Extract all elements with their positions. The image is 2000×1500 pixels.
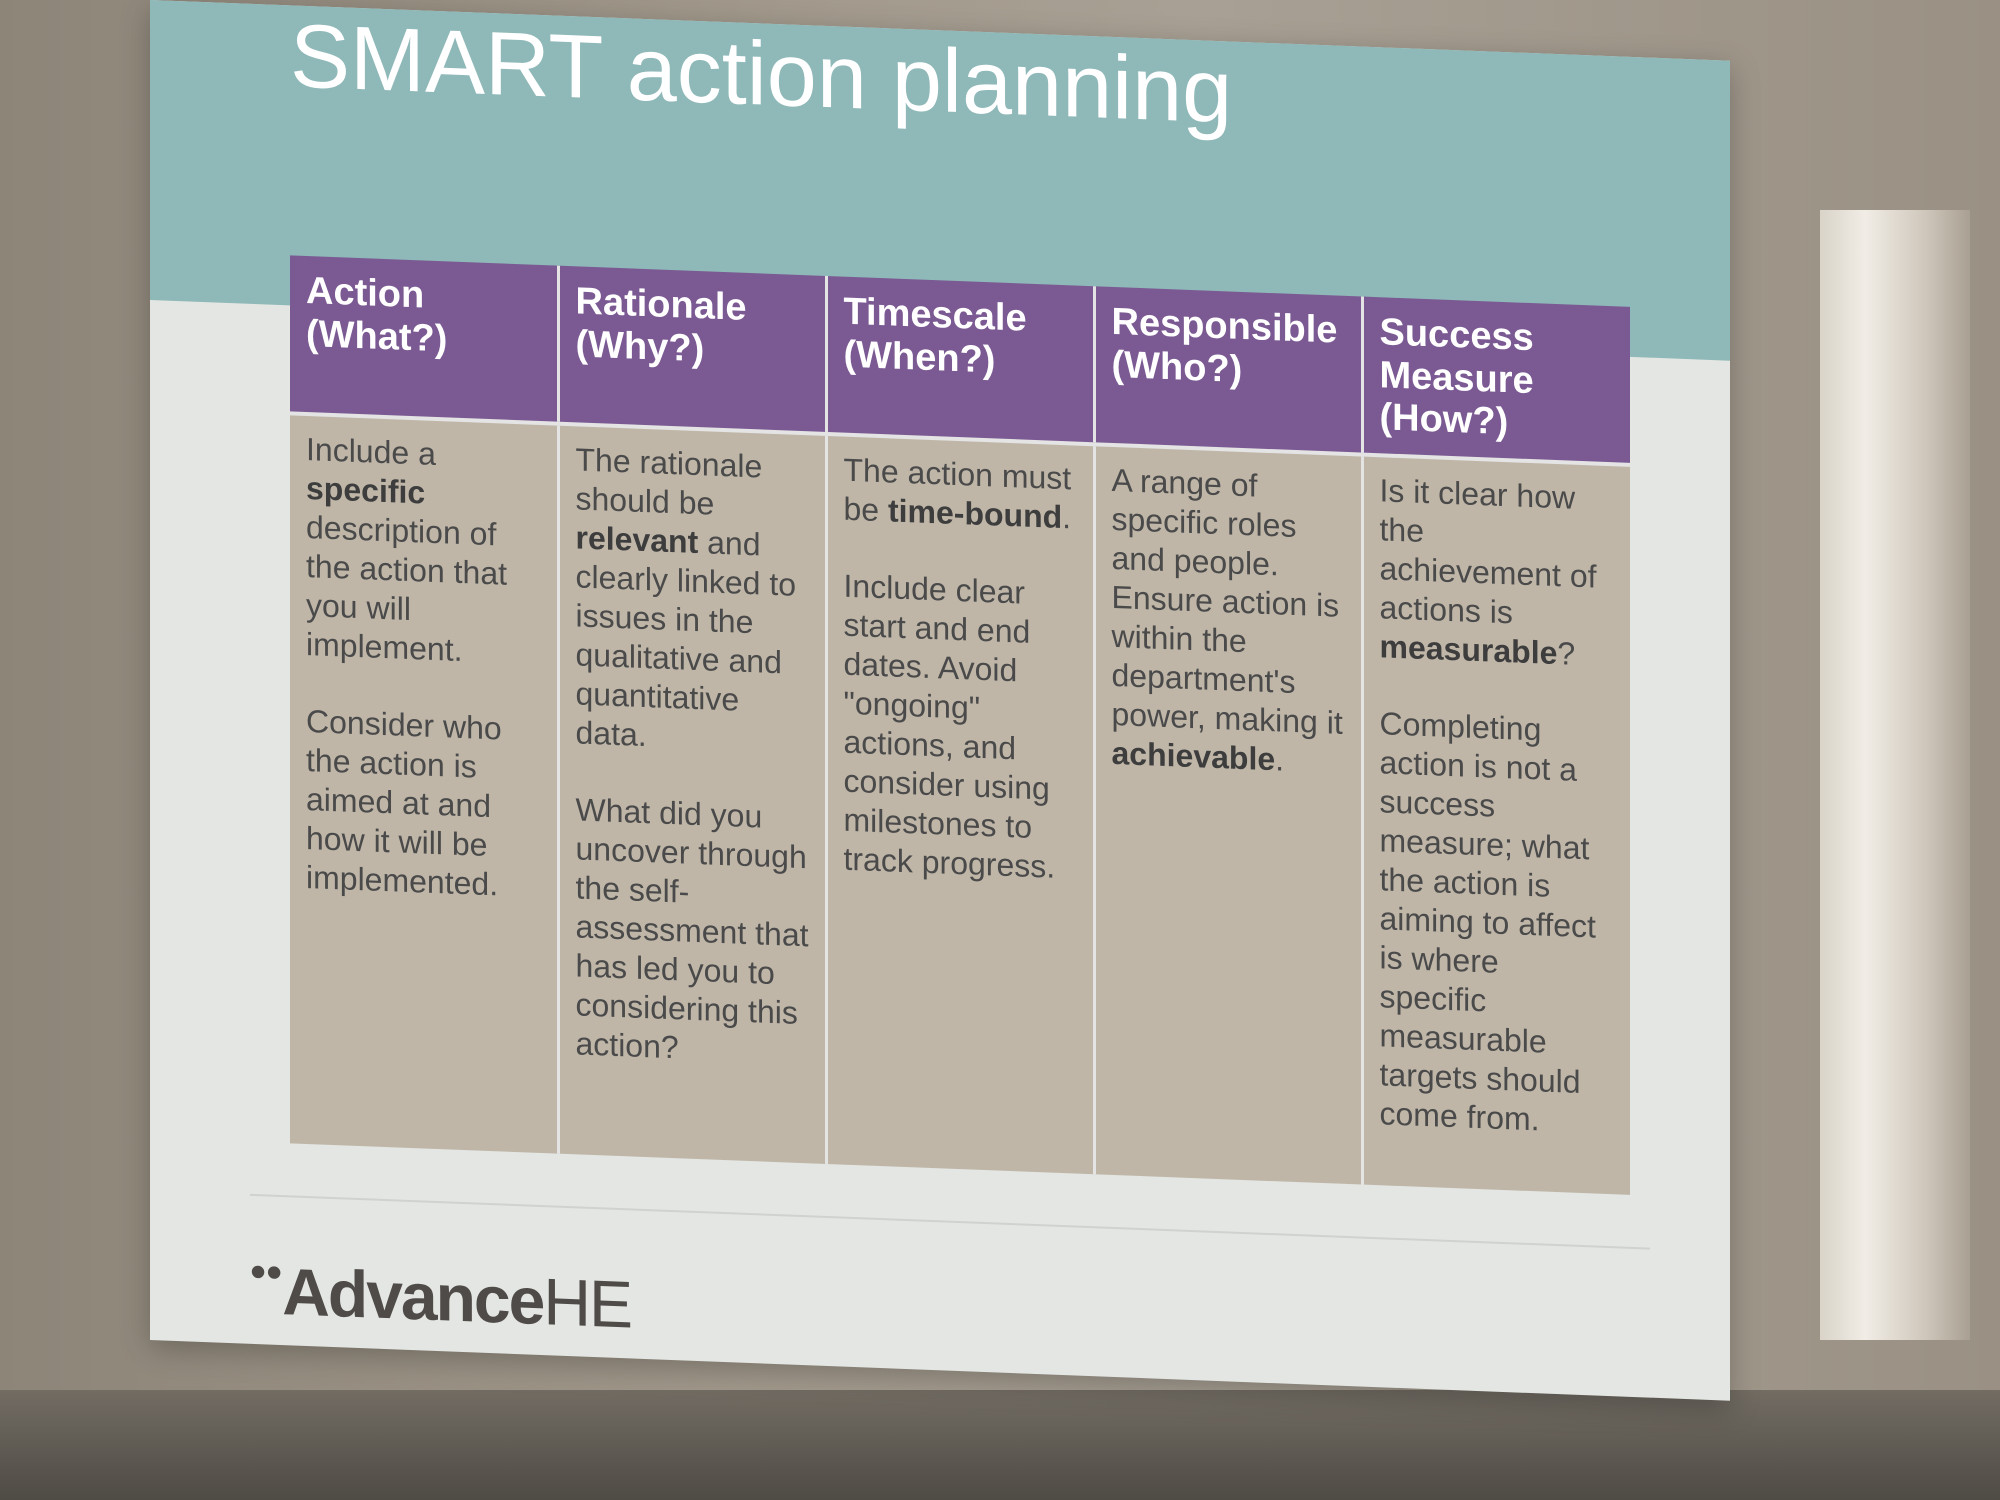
body-text: Is it clear how the achievement of actio… (1379, 471, 1597, 631)
body-text: Consider who the action is aimed at and … (306, 702, 502, 903)
footer-divider (250, 1193, 1650, 1250)
body-text: Include a (306, 430, 436, 472)
column-header: Action (What?) (290, 255, 558, 424)
advance-he-logo: ••AdvanceHE (250, 1244, 631, 1343)
table-cell: The action must be time-bound. Include cl… (826, 433, 1094, 1175)
cell-paragraph: The rationale should be relevant and cle… (576, 440, 809, 761)
header-line: Rationale (575, 280, 747, 329)
logo-dots: •• (250, 1244, 283, 1299)
logo-word: Advance (282, 1254, 544, 1339)
table-cell: Include a specific description of the ac… (290, 413, 558, 1154)
cell-paragraph: Completing action is not a success measu… (1380, 704, 1615, 1142)
column-header: Success Measure (How?) (1362, 296, 1630, 465)
body-text: The rationale should be (575, 440, 763, 522)
column-header: Responsible (Who?) (1094, 286, 1362, 455)
cell-paragraph: The action must be time-bound. (844, 450, 1077, 537)
table-cell: A range of specific roles and people. En… (1094, 443, 1362, 1185)
emphasis-text: achievable (1111, 734, 1276, 778)
smart-table: Action (What?) Rationale (Why?) Timescale(… (290, 255, 1630, 1195)
cell-paragraph: Include a specific description of the ac… (306, 430, 541, 673)
body-text: . (1062, 498, 1072, 536)
header-line: (Who?) (1111, 343, 1243, 391)
body-text: A range of specific roles and people. En… (1111, 461, 1343, 741)
header-line: Success (1379, 311, 1534, 360)
cell-paragraph: A range of specific roles and people. En… (1112, 461, 1345, 782)
header-line: (What?) (306, 312, 448, 360)
cell-paragraph: Is it clear how the achievement of actio… (1380, 471, 1615, 675)
header-line: Measure (How?) (1379, 353, 1534, 444)
header-line: (When?) (843, 333, 996, 382)
logo-suffix: HE (543, 1264, 632, 1342)
table-cell: Is it clear how the achievement of actio… (1362, 454, 1630, 1195)
cell-paragraph: Include clear start and end dates. Avoid… (844, 566, 1077, 887)
emphasis-text: measurable (1379, 627, 1558, 671)
emphasis-text: relevant (575, 519, 699, 560)
table-row: Include a specific description of the ac… (290, 413, 1630, 1195)
header-line: Timescale (843, 290, 1027, 340)
room-floor (0, 1390, 2000, 1500)
emphasis-text: time-bound (887, 492, 1063, 535)
header-line: Action (306, 269, 425, 317)
body-text: Completing action is not a success measu… (1379, 705, 1596, 1138)
body-text: . (1275, 741, 1285, 778)
table-cell: The rationale should be relevant and cle… (558, 423, 826, 1165)
body-text: Include clear start and end dates. Avoid… (843, 567, 1056, 885)
column-header: Timescale (When?) (826, 275, 1094, 444)
header-line: (Why?) (575, 322, 705, 370)
body-text: What did you uncover through the self-as… (575, 791, 809, 1066)
body-text: description of the action that you will … (306, 508, 508, 668)
cell-paragraph: What did you uncover through the self-as… (576, 790, 809, 1072)
cell-paragraph: Consider who the action is aimed at and … (306, 702, 541, 906)
emphasis-text: specific (306, 469, 426, 511)
column-header: Rationale (Why?) (558, 265, 826, 434)
projected-slide: SMART action planning Action (What?) Rati… (150, 0, 1730, 1401)
projector-screen-edge (1820, 210, 1970, 1340)
body-text: ? (1557, 634, 1576, 672)
